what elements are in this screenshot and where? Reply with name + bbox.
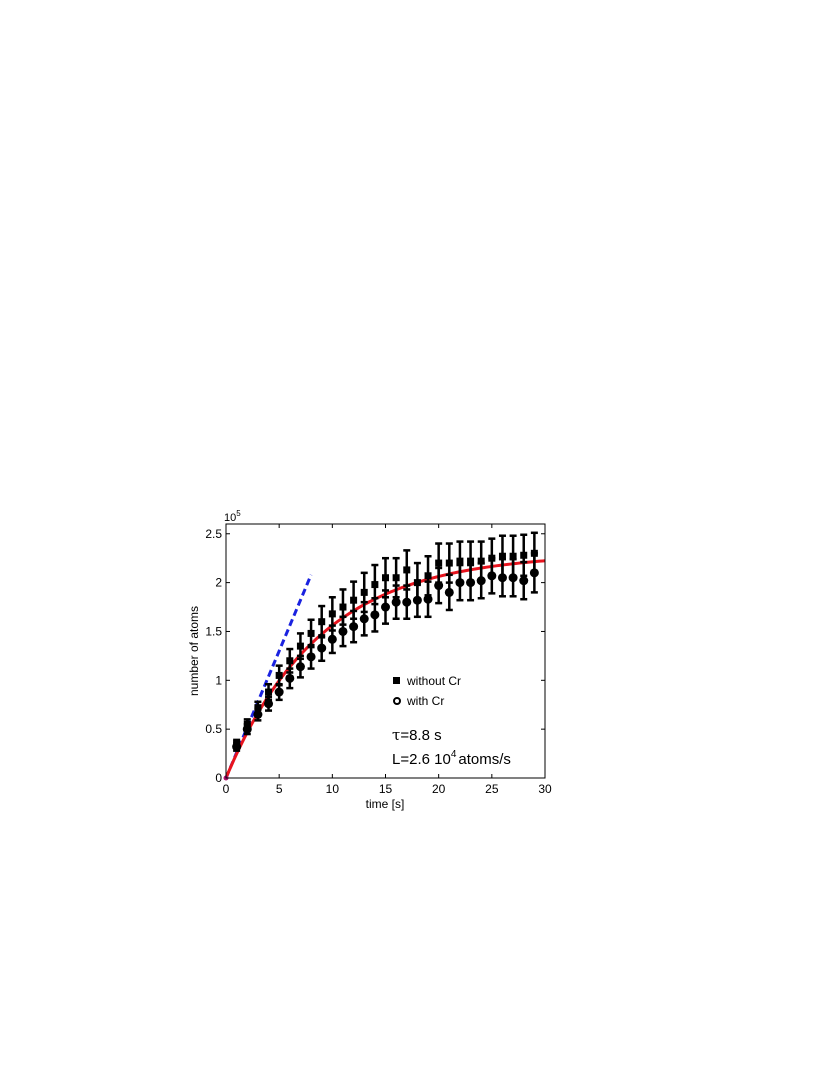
data-point-circle	[306, 652, 316, 662]
data-point-square	[456, 557, 464, 565]
data-point-square	[424, 572, 432, 580]
data-point-square	[350, 596, 358, 604]
data-point-circle	[253, 710, 263, 719]
data-point-square	[307, 629, 315, 637]
data-point-circle	[487, 571, 497, 581]
x-tick-label: 5	[276, 782, 283, 796]
data-point-square	[339, 603, 347, 611]
legend-marker-square	[393, 677, 400, 684]
data-point-circle	[455, 578, 465, 588]
data-point-circle	[232, 742, 242, 752]
data-point-square	[382, 574, 389, 582]
y-tick-label: 1	[215, 673, 222, 687]
x-tick-label: 20	[432, 782, 446, 796]
y-scale-exponent: 105	[224, 509, 241, 524]
y-tick-label: 2	[215, 576, 222, 590]
series-with-cr	[232, 552, 539, 752]
data-point-circle	[349, 622, 359, 632]
data-point-square	[520, 551, 528, 559]
data-point-circle	[476, 576, 486, 586]
data-point-square	[265, 688, 273, 696]
data-point-circle	[264, 699, 274, 709]
data-point-square	[275, 671, 283, 679]
x-tick-label: 10	[326, 782, 340, 796]
data-point-circle	[508, 573, 518, 583]
data-point-square	[318, 618, 326, 626]
data-point-circle	[359, 614, 369, 624]
data-point-circle	[338, 626, 348, 636]
data-point-circle	[402, 597, 412, 607]
data-point-circle	[423, 594, 433, 604]
data-point-circle	[295, 662, 305, 672]
data-point-square	[392, 574, 400, 582]
data-point-circle	[370, 610, 380, 620]
data-point-square	[328, 610, 336, 618]
series-layer	[232, 531, 539, 752]
data-point-circle	[242, 724, 252, 734]
data-point-circle	[466, 578, 476, 588]
x-tick-label: 30	[538, 782, 552, 796]
legend: without Cr with Cr	[393, 674, 461, 708]
data-point-square	[286, 657, 294, 665]
data-point-circle	[497, 573, 507, 583]
data-point-square	[435, 559, 443, 567]
x-tick-label: 15	[379, 782, 393, 796]
x-tick-label: 25	[485, 782, 499, 796]
legend-label-without-cr: without Cr	[406, 674, 461, 688]
y-tick-label: 0	[215, 771, 222, 785]
data-point-circle	[434, 581, 444, 591]
data-point-circle	[444, 587, 454, 597]
data-point-square	[371, 581, 379, 589]
data-point-square	[467, 557, 475, 565]
y-tick-label: 0.5	[205, 722, 222, 736]
data-point-circle	[391, 597, 401, 607]
tau-annotation: τ=8.8 s	[392, 726, 442, 744]
y-axis-label: number of atoms	[187, 606, 201, 696]
data-point-circle	[274, 687, 284, 697]
data-point-circle	[519, 576, 529, 586]
plot-frame	[225, 523, 546, 779]
data-point-square	[445, 559, 453, 567]
loading-rate-annotation: L=2.6 104 atoms/s	[392, 749, 511, 768]
y-tick-label: 1.5	[205, 624, 222, 638]
data-point-circle	[412, 595, 422, 605]
data-point-circle	[529, 568, 539, 578]
data-point-square	[498, 552, 506, 560]
data-point-circle	[327, 634, 337, 644]
legend-marker-circle	[393, 697, 401, 705]
fit-annotation: τ=8.8 s L=2.6 104 atoms/s	[392, 726, 511, 768]
x-axis-label: time [s]	[366, 797, 405, 811]
data-point-square	[360, 588, 368, 596]
x-tick-label: 0	[223, 782, 230, 796]
data-point-circle	[381, 602, 390, 612]
data-point-square	[477, 557, 485, 565]
legend-label-with-cr: with Cr	[406, 694, 444, 708]
data-point-square	[509, 552, 517, 560]
data-point-square	[296, 642, 304, 650]
data-point-circle	[285, 673, 295, 683]
y-tick-label: 2.5	[205, 527, 222, 541]
data-point-square	[403, 566, 411, 574]
data-point-circle	[317, 643, 327, 653]
